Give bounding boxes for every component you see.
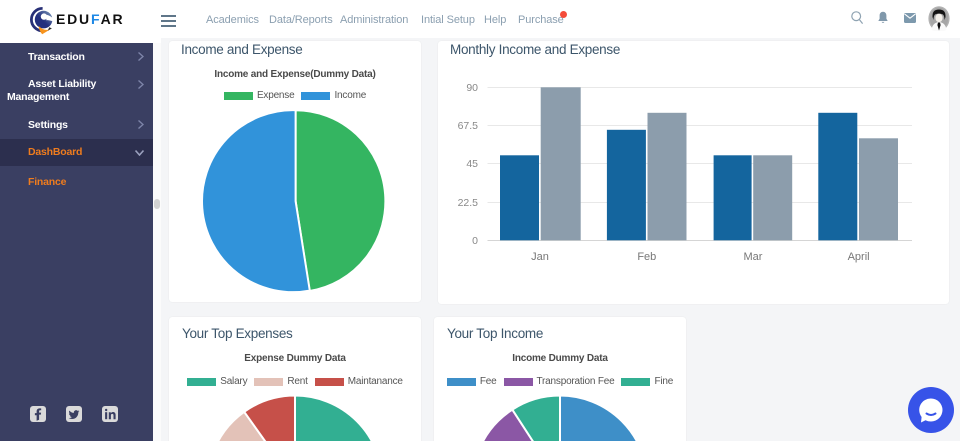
svg-text:0: 0	[472, 235, 478, 247]
svg-text:45: 45	[466, 158, 478, 170]
svg-text:67.5: 67.5	[458, 120, 479, 132]
svg-text:April: April	[848, 251, 870, 263]
svg-text:Jan: Jan	[531, 251, 549, 263]
svg-text:Mar: Mar	[744, 251, 763, 263]
svg-text:Feb: Feb	[637, 251, 656, 263]
svg-text:22.5: 22.5	[458, 197, 479, 209]
svg-text:90: 90	[466, 82, 478, 94]
